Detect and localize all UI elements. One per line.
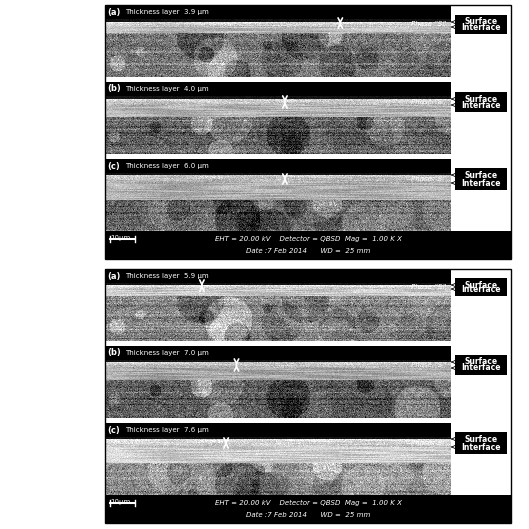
Text: Phase “S”: Phase “S” [411, 176, 446, 182]
Bar [105, 5, 511, 259]
Bar [455, 361, 507, 375]
Text: (a): (a) [107, 7, 121, 16]
Text: Surface: Surface [464, 280, 498, 289]
Text: Thickness layer  7.6 μm: Thickness layer 7.6 μm [125, 427, 209, 433]
Text: Thickness layer  3.9 μm: Thickness layer 3.9 μm [125, 9, 209, 15]
Text: Surface: Surface [464, 95, 498, 104]
Bar [105, 495, 511, 523]
Bar [455, 440, 507, 454]
Text: Phase “S”: Phase “S” [411, 440, 446, 446]
Text: Surface: Surface [464, 170, 498, 179]
Text: Date :7 Feb 2014      WD =  25 mm: Date :7 Feb 2014 WD = 25 mm [246, 248, 370, 254]
Text: EHT = 20.00 kV    Detector = QBSD  Mag =  1.00 K X: EHT = 20.00 kV Detector = QBSD Mag = 1.0… [215, 236, 402, 242]
Text: (b): (b) [107, 85, 121, 94]
Text: Phase “S”: Phase “S” [411, 284, 446, 290]
Text: Date :7 Feb 2014      WD =  25 mm: Date :7 Feb 2014 WD = 25 mm [246, 512, 370, 518]
Bar [455, 176, 507, 190]
Bar [105, 5, 451, 19]
Bar [105, 159, 451, 173]
Bar [455, 278, 507, 292]
Bar [455, 355, 507, 369]
Text: Thickness layer  6.0 μm: Thickness layer 6.0 μm [125, 163, 209, 169]
Text: (b): (b) [107, 349, 121, 358]
Bar [455, 98, 507, 112]
Text: Thickness layer  4.0 μm: Thickness layer 4.0 μm [125, 86, 208, 92]
Text: Phase “S”: Phase “S” [411, 99, 446, 105]
Text: 10μm: 10μm [110, 499, 130, 505]
Text: (c): (c) [107, 161, 120, 170]
Bar [455, 432, 507, 446]
Text: Interface: Interface [461, 178, 501, 187]
Text: Interface: Interface [461, 23, 501, 32]
Text: (a): (a) [107, 271, 121, 280]
Text: Interface: Interface [461, 101, 501, 110]
Bar [105, 269, 451, 283]
Text: Surface: Surface [464, 434, 498, 443]
Bar [105, 423, 451, 437]
Text: Interface: Interface [461, 285, 501, 294]
Text: Phase “S”: Phase “S” [411, 362, 446, 368]
Text: Surface: Surface [464, 17, 498, 26]
Bar [455, 20, 507, 34]
Text: Thickness layer  7.0 μm: Thickness layer 7.0 μm [125, 350, 209, 356]
Bar [455, 15, 507, 29]
Text: Interface: Interface [461, 363, 501, 372]
Text: Interface: Interface [461, 442, 501, 451]
Bar [105, 82, 451, 96]
Text: Phase “S”: Phase “S” [411, 22, 446, 28]
Bar [105, 346, 451, 360]
Text: EHT = 20.00 kV    Detector = QBSD  Mag =  1.00 K X: EHT = 20.00 kV Detector = QBSD Mag = 1.0… [215, 500, 402, 506]
Bar [105, 269, 511, 523]
Text: 10μm: 10μm [110, 235, 130, 241]
Text: Surface: Surface [464, 358, 498, 367]
Bar [455, 92, 507, 106]
Bar [455, 282, 507, 296]
Bar [105, 231, 511, 259]
Text: (c): (c) [107, 425, 120, 434]
Text: Thickness layer  5.9 μm: Thickness layer 5.9 μm [125, 273, 208, 279]
Bar [455, 168, 507, 182]
